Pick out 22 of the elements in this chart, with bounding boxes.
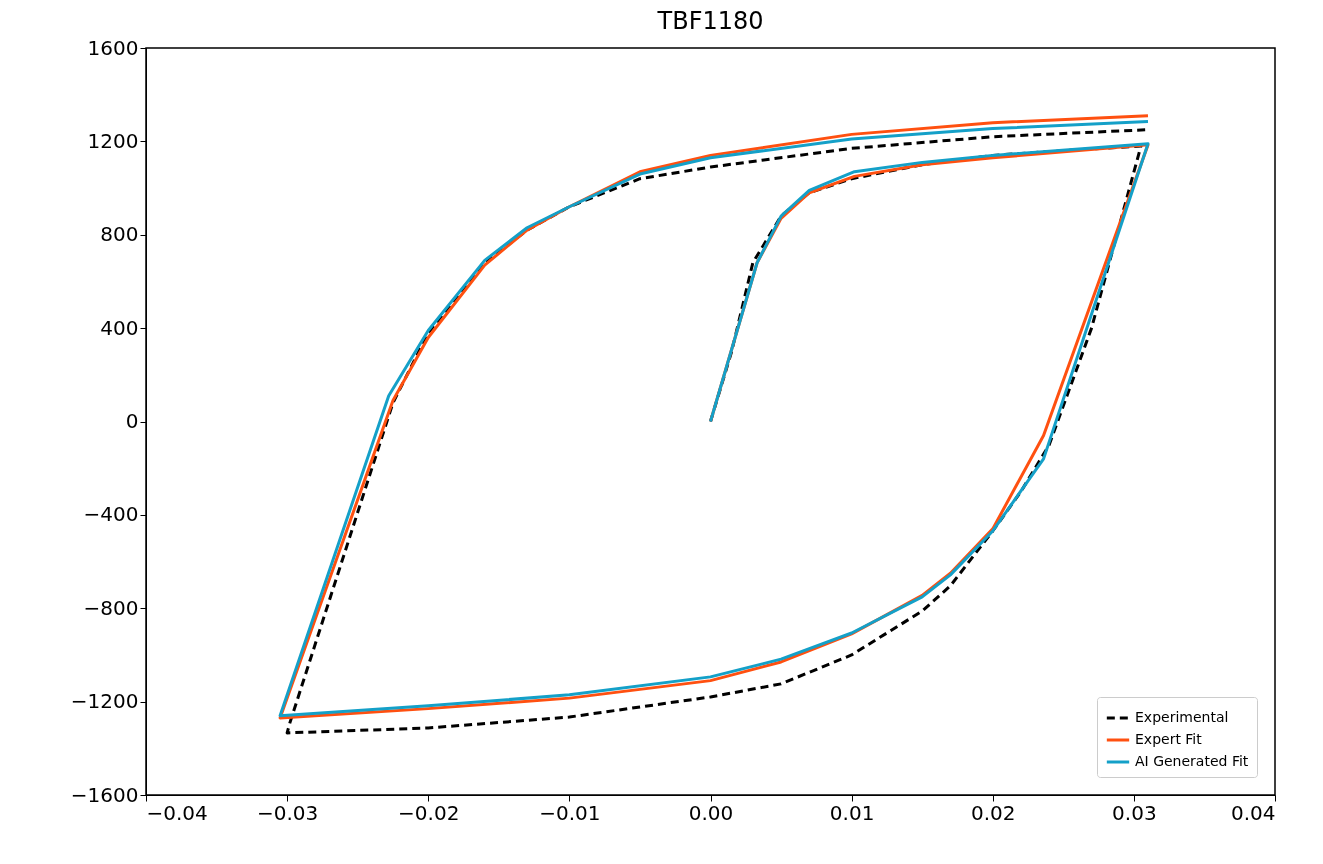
x-tick-label: 0.04 xyxy=(1230,800,1276,825)
y-tick-label: 800 xyxy=(100,222,139,247)
x-tick-label: 0.00 xyxy=(688,800,734,825)
legend-label: Experimental xyxy=(1135,709,1229,725)
x-tick-label: −0.02 xyxy=(398,800,460,825)
y-tick-label: 400 xyxy=(100,315,139,340)
y-tick-label: 1600 xyxy=(87,35,139,60)
y-tick-label: −1600 xyxy=(70,782,139,807)
y-tick-label: 0 xyxy=(125,409,139,433)
x-tick-label: 0.03 xyxy=(1112,800,1157,825)
x-tick-label: −0.01 xyxy=(539,800,601,825)
legend-label: AI Generated Fit xyxy=(1135,753,1249,769)
y-tick-label: −400 xyxy=(83,502,139,527)
x-tick-label: 0.02 xyxy=(970,800,1016,825)
x-tick-label: −0.03 xyxy=(256,800,319,825)
legend-label: Expert Fit xyxy=(1135,731,1203,747)
y-tick-label: −800 xyxy=(83,595,139,620)
chart-title: TBF1180 xyxy=(656,7,764,35)
x-tick-label: 0.01 xyxy=(829,800,875,825)
x-tick-label: −0.04 xyxy=(146,800,208,825)
y-tick-label: −1200 xyxy=(70,689,139,714)
y-tick-label: 1200 xyxy=(87,128,139,153)
